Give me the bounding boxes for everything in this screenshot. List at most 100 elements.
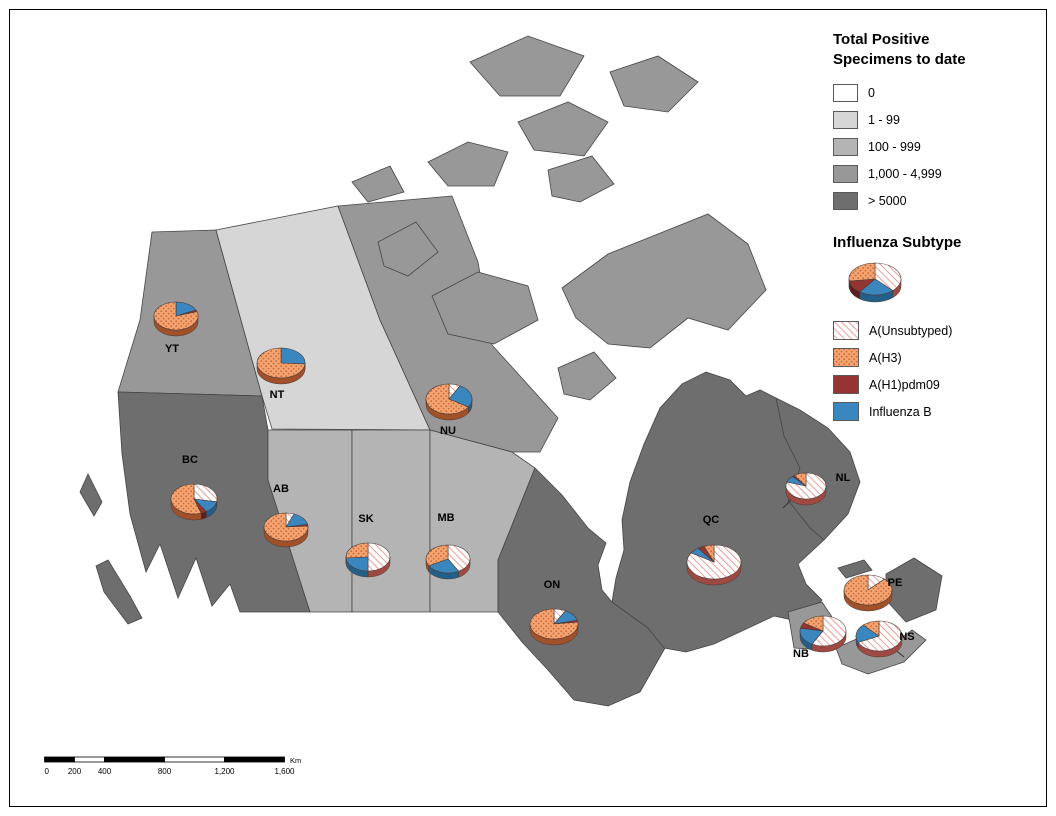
class-label-2: 100 - 999 — [868, 139, 921, 154]
pie-pe — [843, 574, 893, 612]
label-sk: SK — [358, 513, 373, 525]
label-on: ON — [544, 579, 561, 591]
province-pie-charts — [153, 301, 903, 658]
pie-ab-slice-h3 — [263, 512, 309, 542]
subtype-row: A(H3) — [833, 348, 1041, 367]
pie-yt — [153, 301, 199, 337]
arctic-island-4 — [469, 35, 585, 97]
legend-class-row: 0 — [833, 83, 1041, 102]
pie-nl — [785, 472, 827, 506]
legend-class-row: > 5000 — [833, 191, 1041, 210]
pie-mb-slice-h3 — [425, 544, 449, 567]
label-yt: YT — [165, 343, 179, 355]
label-ns: NS — [899, 631, 914, 643]
pie-nb-slice-h3 — [803, 615, 824, 632]
subtype-row: Influenza B — [833, 402, 1041, 421]
class-swatch-0 — [833, 83, 858, 102]
arctic-island-5 — [517, 101, 609, 157]
pie-yt-slice-h3 — [153, 301, 199, 331]
pie-bc-slice-unsubtyped — [193, 483, 218, 503]
subtype-label-2: A(H1)pdm09 — [869, 377, 940, 392]
legend-title-line2: Specimens to date — [833, 50, 966, 68]
province-nl — [885, 557, 943, 623]
scalebar-label-1: 200 — [68, 767, 82, 776]
pie-nt — [256, 347, 306, 385]
sample-pie-chart — [848, 262, 902, 303]
class-swatch-3 — [833, 164, 858, 183]
province-ab — [267, 429, 353, 613]
class-label-3: 1,000 - 4,999 — [868, 166, 942, 181]
pie-nb — [799, 615, 847, 653]
unsubtyped-swatch — [833, 321, 859, 340]
pie-mb-slice-influenza_b — [428, 558, 460, 574]
h1pdm09-swatch — [833, 375, 859, 394]
pie-bc — [170, 483, 218, 521]
pie-nt-slice-influenza_b — [280, 347, 306, 365]
subtype-label-3: Influenza B — [869, 404, 932, 419]
class-swatch-1 — [833, 110, 858, 129]
scalebar-label-2: 400 — [98, 767, 112, 776]
arctic-island-7 — [609, 55, 699, 113]
scalebar-segment-3 — [164, 756, 225, 763]
pie-sk-slice-influenza_b — [345, 556, 369, 572]
pie-pe-slice-h3 — [843, 574, 893, 606]
label-mb: MB — [437, 512, 454, 524]
pie-on — [529, 608, 579, 646]
map-frame — [9, 9, 1047, 807]
label-nt: NT — [270, 389, 285, 401]
label-pe: PE — [888, 577, 903, 589]
pie-nu-slice-h3 — [425, 383, 469, 415]
subtype-row: A(H1)pdm09 — [833, 375, 1041, 394]
subtype-row: A(Unsubtyped) — [833, 321, 1041, 340]
pie-mb — [425, 544, 471, 580]
scalebar-segment-0 — [44, 756, 75, 763]
legend-class-row: 100 - 999 — [833, 137, 1041, 156]
sample-pie-slice-unsubtyped — [874, 262, 902, 292]
pie-ns — [855, 620, 903, 658]
pie-nt-slice-h3 — [256, 347, 306, 379]
arctic-island-0 — [377, 221, 439, 277]
pie-ns-slice-unsubtyped — [857, 620, 903, 652]
scalebar-unit: Km — [290, 756, 301, 765]
class-swatch-4 — [833, 191, 858, 210]
pie-on-slice-h3 — [529, 608, 579, 640]
scalebar-segment-4 — [224, 756, 285, 763]
arctic-island-9 — [351, 165, 405, 203]
pie-mb-slice-unsubtyped — [447, 544, 471, 572]
arctic-island-2 — [561, 213, 767, 349]
label-nu: NU — [440, 425, 456, 437]
scalebar-label-3: 800 — [158, 767, 172, 776]
province-labels: YT NT NU BC AB SK MB ON QC NL PE NB NS — [165, 343, 915, 660]
legend-title-line1: Total Positive — [833, 31, 930, 48]
pie-sk — [345, 542, 391, 578]
label-nb: NB — [793, 648, 809, 660]
pie-qc — [686, 544, 742, 586]
arctic-island-8 — [547, 155, 615, 203]
label-nl: NL — [836, 472, 851, 484]
legend-title: Total Positive Specimens to date — [833, 30, 1041, 69]
coastal-island-1 — [79, 473, 103, 517]
scalebar-label-5: 1,600 — [274, 767, 295, 776]
pie-nu — [425, 383, 473, 421]
subtype-label-1: A(H3) — [869, 350, 902, 365]
arctic-island-1 — [431, 271, 539, 345]
coastal-island-2 — [837, 559, 873, 579]
subtype-label-0: A(Unsubtyped) — [869, 323, 953, 338]
class-swatch-2 — [833, 137, 858, 156]
sample-pie — [848, 262, 902, 303]
pie-ns-slice-h3 — [862, 620, 880, 637]
legend-class-row: 1 - 99 — [833, 110, 1041, 129]
pie-sk-slice-unsubtyped — [367, 542, 391, 572]
scalebar-label-4: 1,200 — [214, 767, 235, 776]
class-label-1: 1 - 99 — [868, 112, 900, 127]
arctic-island-6 — [427, 141, 509, 187]
h3-swatch — [833, 348, 859, 367]
pie-nb-slice-unsubtyped — [811, 615, 847, 647]
province-shapes — [79, 35, 943, 707]
sample-pie-slice-h3 — [848, 262, 876, 282]
influenza-b-swatch — [833, 402, 859, 421]
label-qc: QC — [703, 514, 720, 526]
coastal-island-0 — [95, 559, 143, 625]
